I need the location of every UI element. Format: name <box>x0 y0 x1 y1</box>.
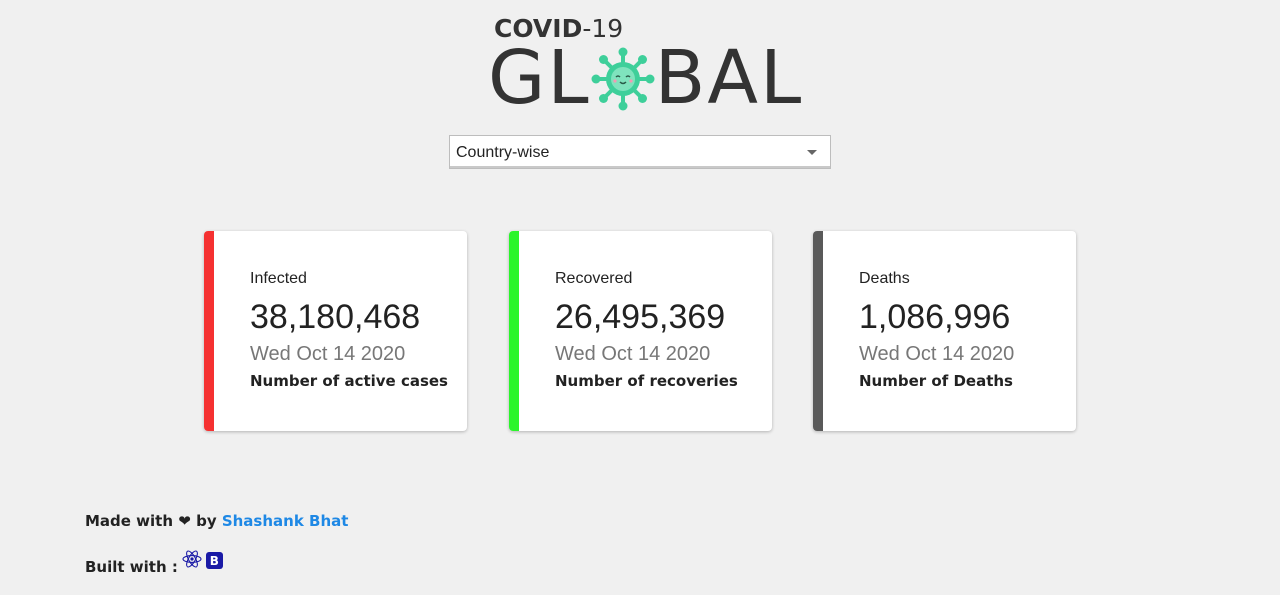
recovered-card-accent <box>509 231 519 431</box>
logo-top-text: COVID-19 <box>494 14 623 43</box>
country-select[interactable]: Country-wise <box>449 135 831 169</box>
virus-face-icon <box>591 46 655 111</box>
deaths-date: Wed Oct 14 2020 <box>859 343 1015 365</box>
deaths-description: Number of Deaths <box>859 372 1013 390</box>
built-with-icons: B <box>182 550 223 572</box>
recovered-date: Wed Oct 14 2020 <box>555 343 711 365</box>
by-text: by <box>196 512 217 530</box>
logo: COVID-19 GL <box>488 14 801 118</box>
logo-bal: BAL <box>654 35 804 121</box>
react-icon[interactable] <box>182 550 202 572</box>
heart-icon: ❤ <box>178 512 191 530</box>
logo-number: -19 <box>582 14 624 43</box>
recovered-label: Recovered <box>555 270 633 287</box>
author-link[interactable]: Shashank Bhat <box>221 512 349 530</box>
recovered-description: Number of recoveries <box>555 372 738 390</box>
deaths-value: 1,086,996 <box>859 298 1011 336</box>
infected-description: Number of active cases <box>250 372 448 390</box>
deaths-label: Deaths <box>859 270 910 287</box>
infected-label: Infected <box>250 270 307 287</box>
made-with-text: Made with <box>85 512 174 530</box>
infected-card: Infected 38,180,468 Wed Oct 14 2020 Numb… <box>204 231 467 431</box>
chevron-down-icon[interactable] <box>807 150 817 155</box>
logo-bottom-text: GL <box>488 38 803 118</box>
recovered-card: Recovered 26,495,369 Wed Oct 14 2020 Num… <box>509 231 772 431</box>
country-select-value: Country-wise <box>456 144 550 161</box>
infected-date: Wed Oct 14 2020 <box>250 343 406 365</box>
recovered-value: 26,495,369 <box>555 298 726 336</box>
bootstrap-icon[interactable]: B <box>205 552 223 569</box>
logo-gl: GL <box>488 35 591 121</box>
logo-covid: COVID <box>494 14 583 43</box>
built-with-text: Built with : <box>85 558 178 576</box>
made-with-credit: Made with ❤ by Shashank Bhat <box>85 512 348 530</box>
deaths-card-accent <box>813 231 823 431</box>
deaths-card: Deaths 1,086,996 Wed Oct 14 2020 Number … <box>813 231 1076 431</box>
infected-card-accent <box>204 231 214 431</box>
infected-value: 38,180,468 <box>250 298 421 336</box>
built-with-credit: Built with : B <box>85 550 223 576</box>
